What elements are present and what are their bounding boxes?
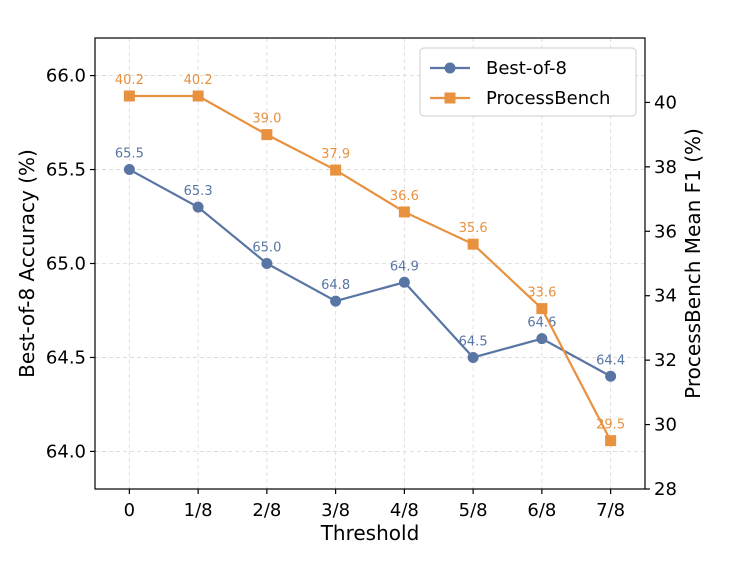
data-label-best-of-8: 64.8 xyxy=(321,278,350,293)
y-right-axis-title: ProcessBench Mean F1 (%) xyxy=(681,128,705,399)
y-right-tick-label: 34 xyxy=(654,286,677,307)
legend-marker-processbench xyxy=(444,92,456,104)
data-label-best-of-8: 64.5 xyxy=(459,334,488,349)
data-point-processbench xyxy=(605,435,617,447)
data-point-best-of-8 xyxy=(261,258,273,269)
x-tick-label: 5/8 xyxy=(459,500,488,521)
data-label-processbench: 29.5 xyxy=(596,418,625,433)
data-point-best-of-8 xyxy=(330,295,342,307)
data-point-best-of-8 xyxy=(536,333,548,345)
data-label-processbench: 36.6 xyxy=(390,189,419,204)
data-point-best-of-8 xyxy=(605,370,617,382)
y-left-tick-label: 66.0 xyxy=(46,66,86,87)
series-layer: 65.565.365.064.864.964.564.664.440.2 40.2… xyxy=(115,73,625,447)
data-point-processbench xyxy=(123,90,135,102)
data-label-best-of-8: 64.9 xyxy=(390,259,419,274)
x-tick-label: 6/8 xyxy=(527,500,556,521)
data-label-processbench: 33.6 xyxy=(527,286,556,301)
data-label-processbench: 39.0 xyxy=(252,112,281,127)
data-point-processbench xyxy=(261,129,273,141)
x-tick-label: 2/8 xyxy=(252,500,281,521)
y-right-tick-label: 38 xyxy=(654,157,677,178)
data-point-processbench xyxy=(330,164,342,176)
data-label-best-of-8: 65.3 xyxy=(184,184,213,199)
series-best-of-8: 65.5 65.3 65.0 64.8 64.9 64.5 64.6 64.4 xyxy=(115,147,625,382)
series-processbench: 40.2 40.2 39.0 37.9 36.6 35.6 33.6 29.5 xyxy=(115,73,625,447)
y-left-tick-label: 65.5 xyxy=(46,160,86,181)
data-point-processbench xyxy=(192,90,204,102)
x-tick-label: 3/8 xyxy=(321,500,350,521)
data-point-processbench xyxy=(467,238,479,250)
x-tick-label: 1/8 xyxy=(184,500,213,521)
legend-box xyxy=(419,47,637,117)
legend-marker-best-of-8 xyxy=(444,62,456,74)
data-point-best-of-8 xyxy=(398,276,410,288)
y-left-tick-label: 64.0 xyxy=(46,441,86,462)
legend: Best-of-8 ProcessBench xyxy=(419,47,637,117)
data-label-best-of-8: 65.5 xyxy=(115,147,144,162)
data-label-processbench: 40.2 xyxy=(115,73,144,88)
data-point-processbench xyxy=(536,303,548,315)
y-right-tick-label: 30 xyxy=(654,415,677,436)
data-point-best-of-8 xyxy=(123,164,135,176)
data-label-best-of-8: 64.6 xyxy=(527,316,556,331)
legend-label-best-of-8: Best-of-8 xyxy=(486,58,567,79)
x-axis-title: Threshold xyxy=(320,521,420,545)
data-label-processbench: 35.6 xyxy=(459,221,488,236)
y-right-tick-label: 32 xyxy=(654,350,677,371)
x-tick-label: 7/8 xyxy=(596,500,625,521)
data-label-processbench: 37.9 xyxy=(321,147,350,162)
series-line-best-of-8 xyxy=(128,168,612,378)
y-right-tick-label: 40 xyxy=(654,92,677,113)
y-right-tick-label: 28 xyxy=(654,479,677,500)
y-left-tick-label: 64.5 xyxy=(46,347,86,368)
y-right-tick-label: 36 xyxy=(654,221,677,242)
data-label-best-of-8: 64.4 xyxy=(596,353,625,368)
series-line-processbench xyxy=(129,94,612,442)
data-point-best-of-8 xyxy=(192,201,204,213)
x-tick-label: 0 xyxy=(124,500,135,521)
axes: 0 1/8 2/8 3/8 4/8 5/8 6/8 7/8 64.0 64.5 65.0 65.5 66… xyxy=(46,66,677,521)
data-point-best-of-8 xyxy=(467,351,479,363)
data-label-best-of-8: 65.0 xyxy=(252,241,281,256)
x-tick-label: 4/8 xyxy=(390,500,419,521)
data-point-processbench xyxy=(398,206,410,218)
legend-label-processbench: ProcessBench xyxy=(486,88,610,109)
y-left-axis-title: Best-of-8 Accuracy (%) xyxy=(15,149,39,378)
y-left-tick-label: 65.0 xyxy=(46,254,86,275)
data-label-processbench: 40.2 xyxy=(184,73,213,88)
